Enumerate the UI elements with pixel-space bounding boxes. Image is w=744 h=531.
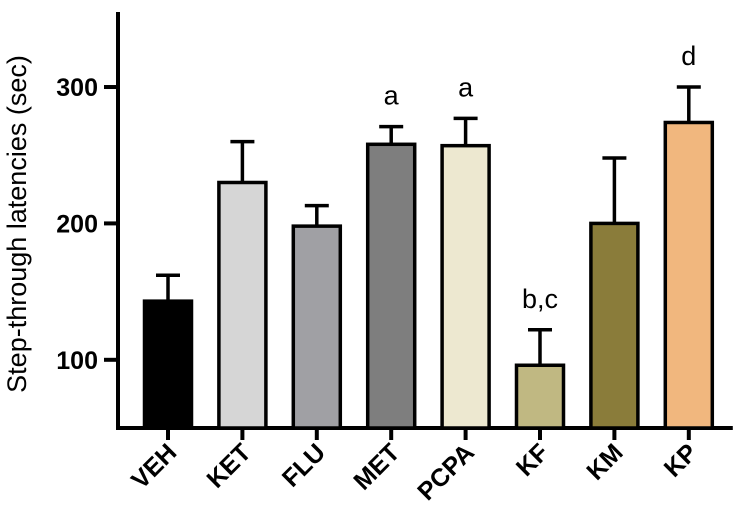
x-tick-label: KP <box>659 438 703 482</box>
significance-label: b,c <box>522 284 558 314</box>
y-tick-label: 200 <box>56 210 98 238</box>
bar-pcpa <box>440 143 491 430</box>
bar-ket <box>217 180 268 430</box>
bar-kp <box>663 120 715 430</box>
bar-met <box>365 142 417 430</box>
bar-km <box>589 221 640 430</box>
bars <box>142 85 715 430</box>
y-tick-label: 300 <box>56 74 98 102</box>
significance-label: a <box>458 72 474 102</box>
x-tick-label: VEH <box>126 438 182 494</box>
y-axis-label-group: Step-through latencies (sec) <box>2 55 32 393</box>
x-tick-label: KM <box>581 438 628 485</box>
significance-label: a <box>384 81 400 111</box>
x-tick-label: KF <box>511 438 554 481</box>
y-tick-label: 100 <box>56 347 98 375</box>
bar-veh <box>142 299 194 430</box>
significance-label: d <box>681 41 696 71</box>
y-axis-label: Step-through latencies (sec) <box>2 55 32 393</box>
bar-flu <box>291 224 343 430</box>
x-tick-label: FLU <box>277 438 331 492</box>
bar-kf <box>514 363 566 430</box>
x-tick-label: KET <box>201 438 256 493</box>
x-tick-label: PCPA <box>412 438 480 506</box>
x-tick-label: MET <box>348 438 405 495</box>
